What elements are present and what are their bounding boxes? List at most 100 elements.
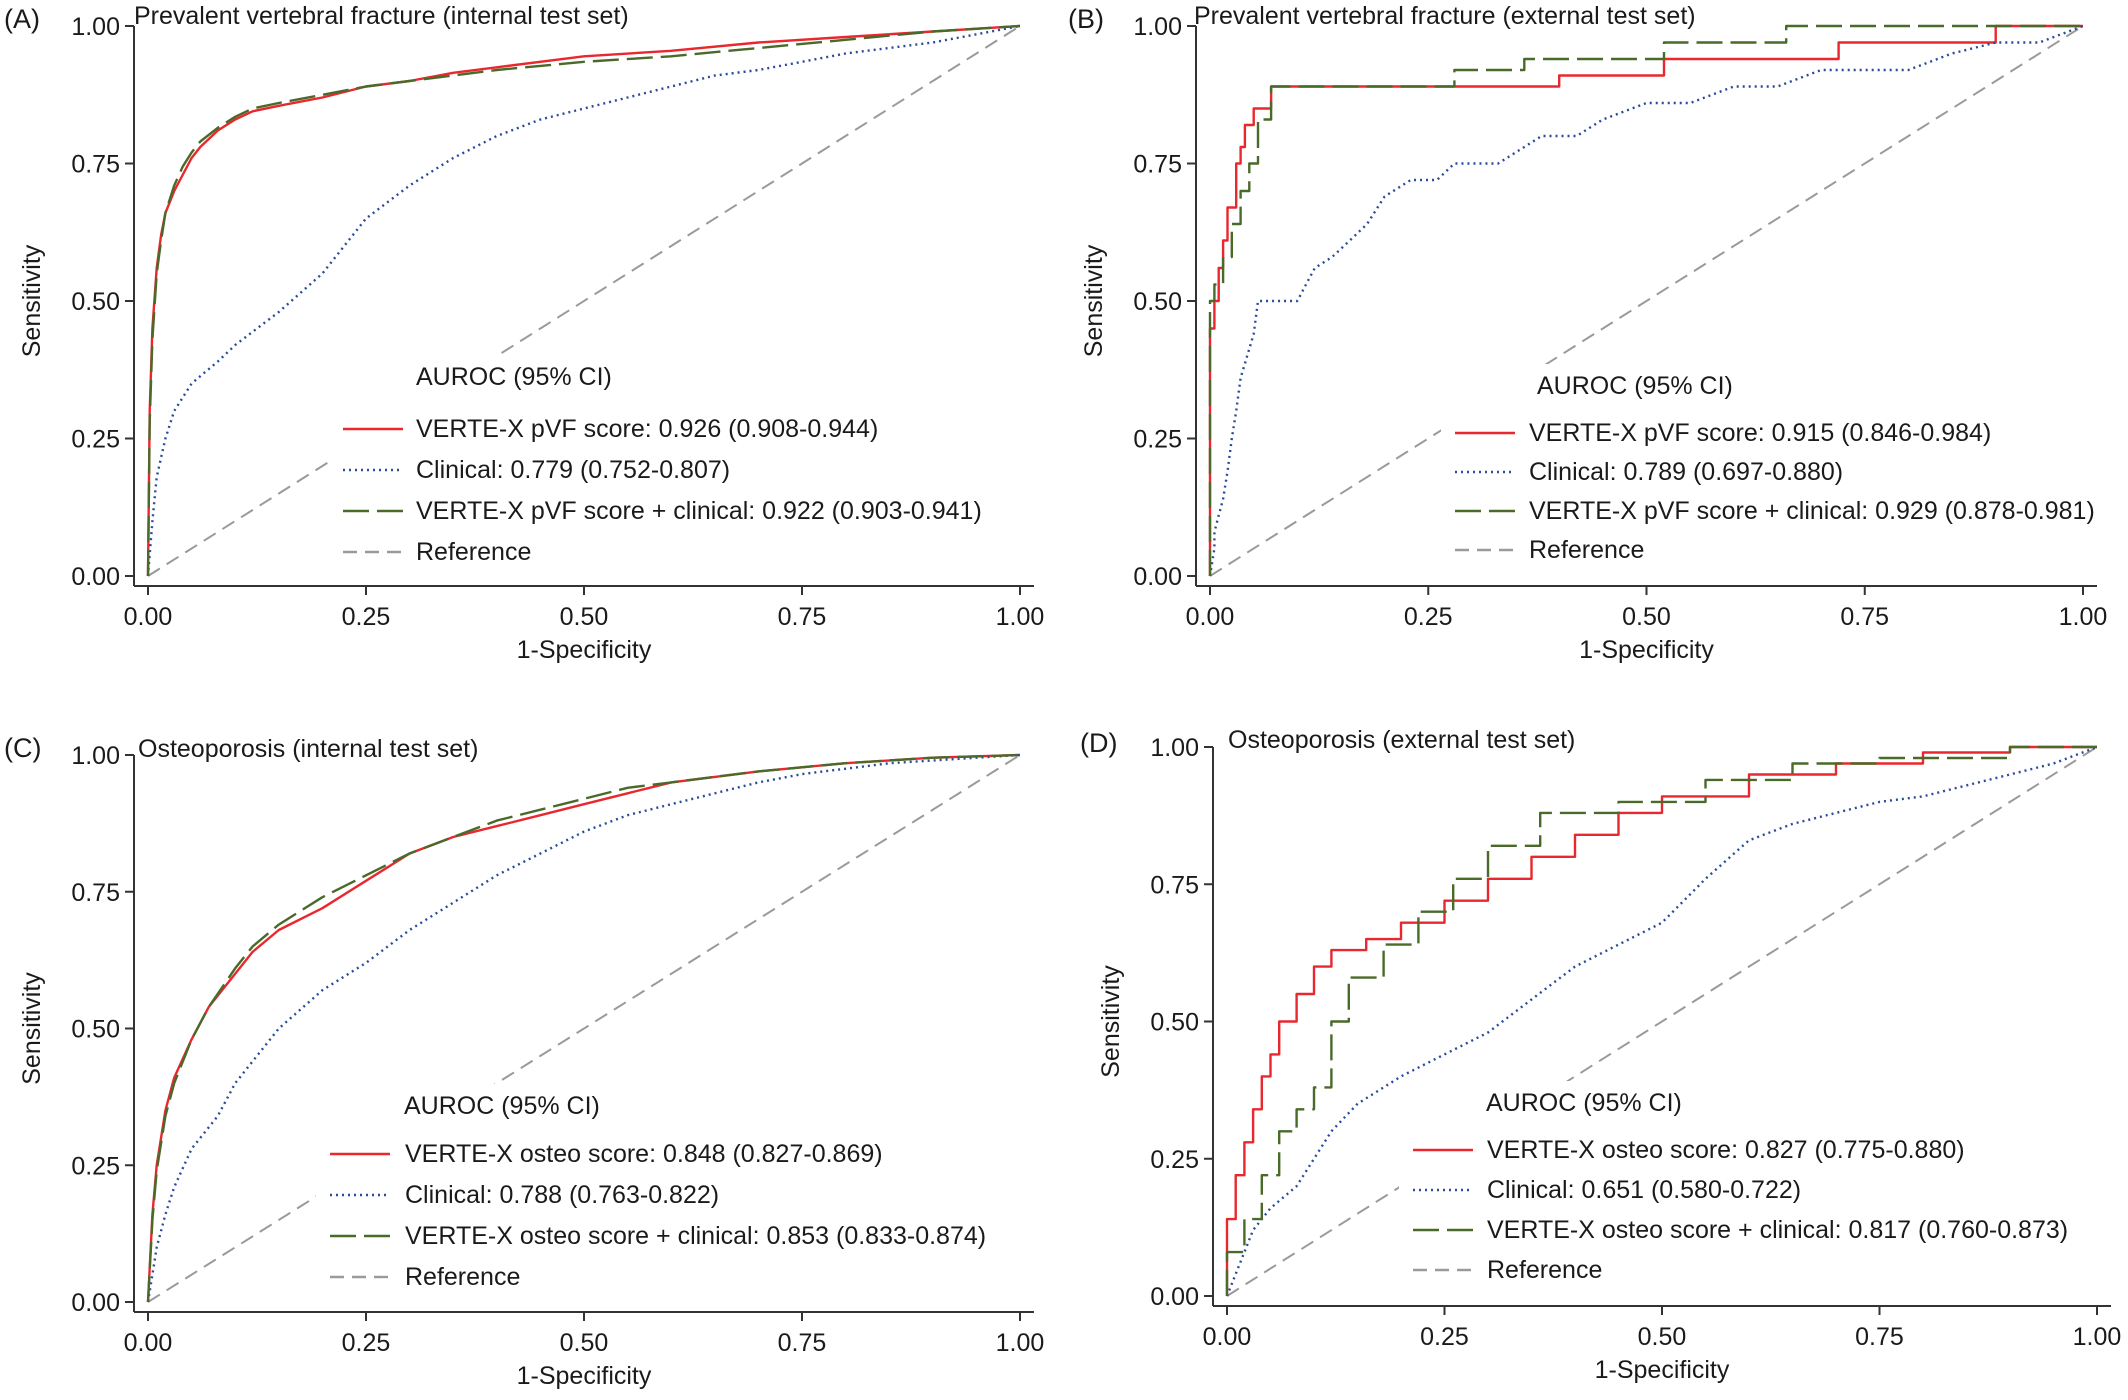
legend-background [329, 355, 1012, 574]
x-axis-title: 1-Specificity [1579, 636, 1714, 664]
legend-entry: VERTE-X osteo score: 0.827 (0.775-0.880) [1487, 1136, 1965, 1164]
y-tick-label: 0.50 [71, 288, 120, 316]
series-line-clinical [1208, 24, 2084, 577]
x-tick-label: 0.00 [124, 603, 173, 631]
x-tick-label: 1.00 [2059, 603, 2108, 631]
y-tick-label: 0.00 [1133, 563, 1182, 591]
y-tick-label: 1.00 [71, 742, 120, 770]
legend: AUROC (95% CI) VERTE-X pVF score: 0.926 (… [329, 355, 1012, 574]
legend: AUROC (95% CI) VERTE-X osteo score: 0.827… [1399, 1081, 2089, 1292]
y-axis-title: Sensitivity [18, 244, 46, 357]
y-tick-label: 0.25 [1150, 1146, 1199, 1174]
series-line-reference [1226, 746, 2098, 1297]
y-axis-title: Sensitivity [1097, 965, 1125, 1078]
x-tick-label: 0.00 [1203, 1323, 1252, 1351]
legend-entry: Clinical: 0.788 (0.763-0.822) [405, 1181, 719, 1209]
legend-title: AUROC (95% CI) [404, 1092, 600, 1120]
legend-entry: VERTE-X pVF score: 0.915 (0.846-0.984) [1529, 419, 1991, 447]
legend-background [316, 1084, 1012, 1299]
x-tick-label: 1.00 [996, 603, 1045, 631]
panel-tag: (B) [1068, 4, 1104, 34]
legend-entry: VERTE-X osteo score: 0.848 (0.827-0.869) [405, 1140, 883, 1168]
panel-title: Prevalent vertebral fracture (internal t… [134, 2, 629, 30]
x-tick-label: 1.00 [996, 1329, 1045, 1357]
panel-d: (D) Osteoporosis (external test set)0.00 0… [1080, 726, 2121, 1384]
legend-entry: VERTE-X osteo score + clinical: 0.853 (0… [405, 1222, 986, 1250]
panel-title: Prevalent vertebral fracture (external t… [1194, 2, 1696, 30]
y-tick-label: 0.25 [71, 426, 120, 454]
y-tick-label: 1.00 [71, 13, 120, 41]
legend: AUROC (95% CI) VERTE-X osteo score: 0.848… [316, 1084, 1012, 1299]
legend-entry: Clinical: 0.789 (0.697-0.880) [1529, 458, 1843, 486]
panel-tag: (C) [4, 733, 41, 763]
x-axis-title: 1-Specificity [517, 1362, 652, 1390]
x-tick-label: 0.50 [1638, 1323, 1687, 1351]
legend-entry: Reference [1529, 536, 1644, 564]
legend-background [1441, 364, 2075, 572]
series-line-score [1225, 745, 2097, 1296]
legend-title: AUROC (95% CI) [416, 363, 612, 391]
x-tick-label: 0.50 [560, 603, 609, 631]
legend-entry: VERTE-X pVF score + clinical: 0.922 (0.9… [416, 497, 982, 525]
x-tick-label: 0.25 [342, 603, 391, 631]
series-line-combined [1225, 745, 2097, 1296]
series-line-reference [147, 754, 1021, 1303]
x-tick-label: 0.75 [778, 1329, 827, 1357]
y-tick-label: 1.00 [1150, 734, 1199, 762]
y-tick-label: 0.25 [1133, 426, 1182, 454]
legend-entry: Clinical: 0.651 (0.580-0.722) [1487, 1176, 1801, 1204]
panel-tag: (A) [4, 4, 40, 34]
series-line-combined [146, 753, 1021, 1303]
series-line-combined [146, 24, 1021, 577]
x-tick-label: 0.50 [1622, 603, 1671, 631]
legend-title: AUROC (95% CI) [1537, 372, 1733, 400]
y-tick-label: 0.50 [1133, 288, 1182, 316]
legend-entry: VERTE-X pVF score: 0.926 (0.908-0.944) [416, 415, 878, 443]
series-line-reference [1209, 25, 2084, 577]
legend-entry: Reference [405, 1263, 520, 1291]
x-axis-title: 1-Specificity [1595, 1356, 1730, 1384]
y-tick-label: 0.00 [1150, 1283, 1199, 1311]
panel-tag: (D) [1080, 728, 1117, 758]
x-tick-label: 1.00 [2073, 1323, 2122, 1351]
x-tick-label: 0.75 [778, 603, 827, 631]
panel-c: (C) Osteoporosis (internal test set)0.00 0… [4, 733, 1044, 1390]
x-tick-label: 0.50 [560, 1329, 609, 1357]
panel-title: Osteoporosis (internal test set) [138, 735, 478, 763]
x-tick-label: 0.00 [124, 1329, 173, 1357]
legend-title: AUROC (95% CI) [1486, 1089, 1682, 1117]
y-tick-label: 0.00 [71, 563, 120, 591]
series-line-clinical [146, 24, 1021, 577]
x-tick-label: 0.75 [1840, 603, 1889, 631]
panel-a: (A) Prevalent vertebral fracture (interna… [4, 2, 1044, 664]
y-tick-label: 0.50 [71, 1016, 120, 1044]
x-tick-label: 0.75 [1855, 1323, 1904, 1351]
legend-entry: VERTE-X pVF score + clinical: 0.929 (0.8… [1529, 497, 2095, 525]
legend-entry: Reference [1487, 1256, 1602, 1284]
y-tick-label: 0.75 [71, 879, 120, 907]
x-tick-label: 0.25 [1420, 1323, 1469, 1351]
panel-title: Osteoporosis (external test set) [1228, 726, 1575, 754]
legend-entry: Reference [416, 538, 531, 566]
series-line-combined [1208, 24, 2083, 576]
y-tick-label: 0.75 [71, 151, 120, 179]
y-tick-label: 0.50 [1150, 1009, 1199, 1037]
x-tick-label: 0.25 [342, 1329, 391, 1357]
y-tick-label: 0.00 [71, 1289, 120, 1317]
panel-b: (B) Prevalent vertebral fracture (externa… [1068, 2, 2107, 664]
y-tick-label: 0.75 [1133, 151, 1182, 179]
legend-entry: VERTE-X osteo score + clinical: 0.817 (0… [1487, 1216, 2068, 1244]
legend: AUROC (95% CI) VERTE-X pVF score: 0.915 (… [1441, 364, 2095, 572]
y-axis-title: Sensitivity [1080, 244, 1108, 357]
y-tick-label: 0.75 [1150, 871, 1199, 899]
y-tick-label: 1.00 [1133, 13, 1182, 41]
x-tick-label: 0.00 [1186, 603, 1235, 631]
x-axis-title: 1-Specificity [517, 636, 652, 664]
series-line-reference [147, 25, 1021, 577]
legend-entry: Clinical: 0.779 (0.752-0.807) [416, 456, 730, 484]
x-tick-label: 0.25 [1404, 603, 1453, 631]
legend-background [1399, 1081, 2089, 1292]
series-line-score [1208, 24, 2083, 576]
y-tick-label: 0.25 [71, 1152, 120, 1180]
